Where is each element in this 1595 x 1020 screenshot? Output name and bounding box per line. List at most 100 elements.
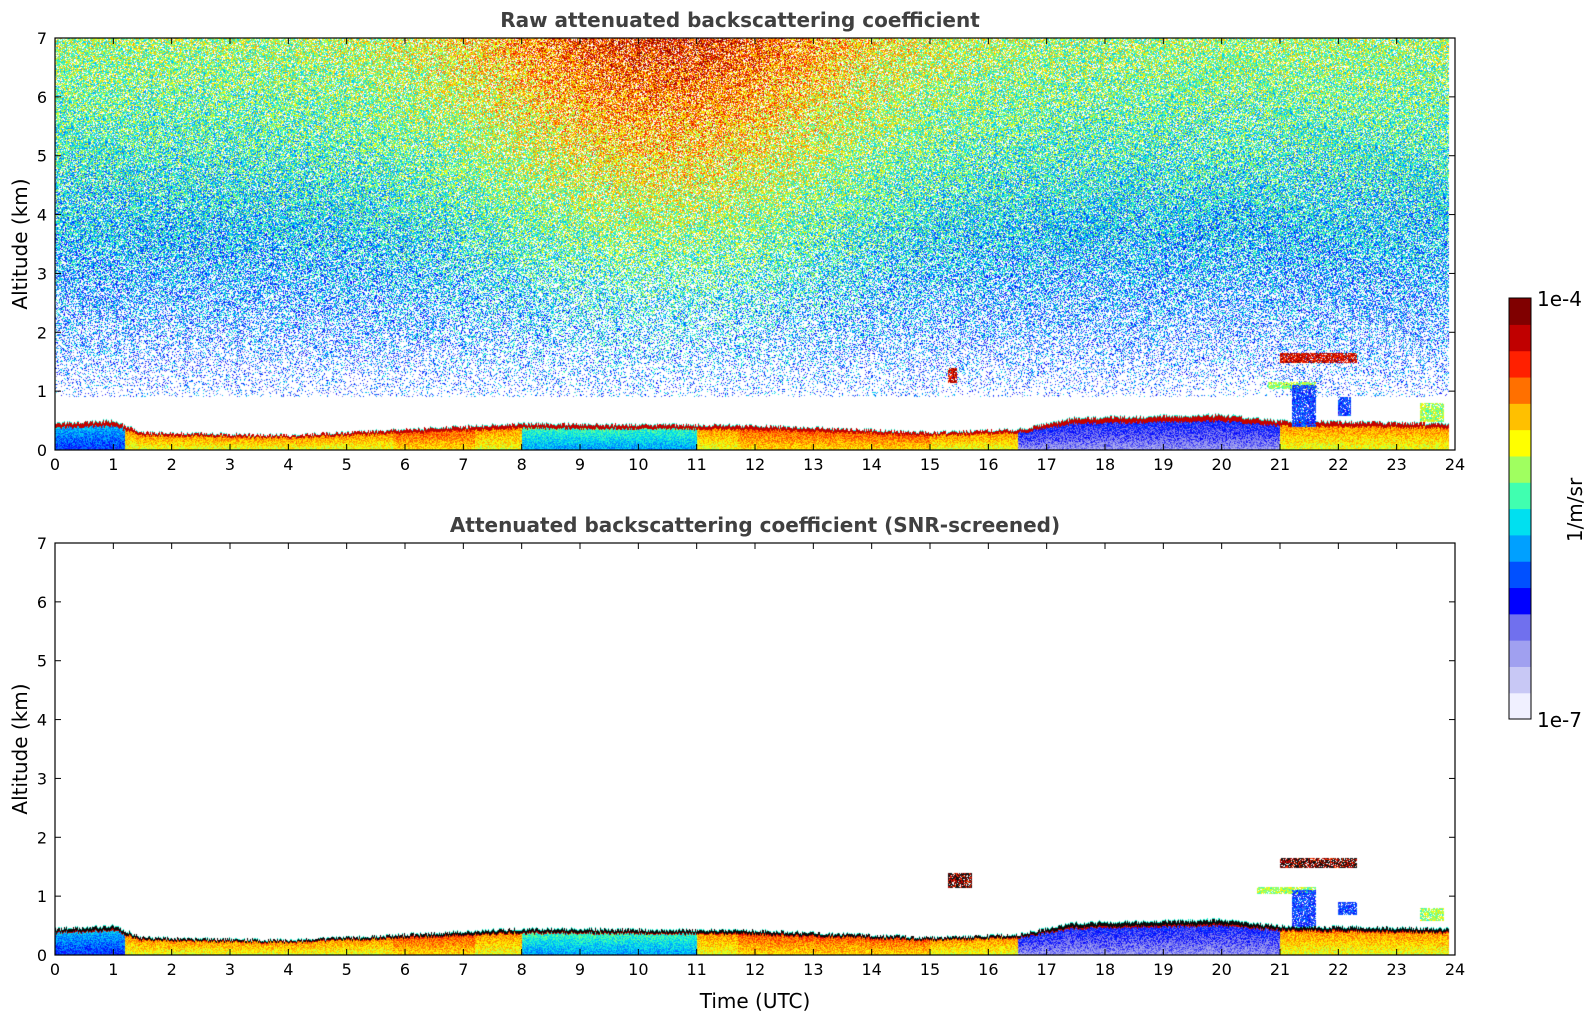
colorbar-swatch <box>1509 613 1531 641</box>
raw-x-tick-label: 13 <box>803 455 823 474</box>
screened-y-tick-label: 4 <box>37 711 47 730</box>
colorbar: 1e-4 1e-7 1/m/sr <box>1508 287 1587 732</box>
screened-x-tick-label: 15 <box>920 960 940 979</box>
screened-x-tick-label: 22 <box>1328 960 1348 979</box>
raw-x-tick-label: 16 <box>978 455 998 474</box>
screened-x-axis: 0 1 2 3 4 5 6 7 8 9 10 11 12 13 14 15 16 17 18 19 20 21 22 23 24 <box>50 543 1465 979</box>
screened-x-tick-label: 12 <box>745 960 765 979</box>
colorbar-frame <box>1508 297 1532 720</box>
screened-panel-title: Attenuated backscattering coefficient (S… <box>450 513 1060 537</box>
screened-x-tick-label: 6 <box>400 960 410 979</box>
raw-x-tick-label: 23 <box>1386 455 1406 474</box>
screened-plot-area <box>54 542 1456 956</box>
screened-x-tick-label: 20 <box>1211 960 1231 979</box>
raw-x-tick-label: 18 <box>1095 455 1115 474</box>
screened-y-tick-label: 1 <box>37 887 47 906</box>
raw-y-tick-label: 1 <box>37 382 47 401</box>
screened-y-tick-label: 3 <box>37 769 47 788</box>
colorbar-swatch <box>1509 350 1531 378</box>
screened-x-tick-label: 3 <box>225 960 235 979</box>
screened-x-tick-label: 4 <box>283 960 293 979</box>
colorbar-swatch <box>1509 455 1531 483</box>
screened-x-tick-label: 7 <box>458 960 468 979</box>
colorbar-swatch <box>1509 587 1531 615</box>
raw-x-tick-label: 6 <box>400 455 410 474</box>
colorbar-swatches <box>1509 298 1531 720</box>
raw-y-axis-label: Altitude (km) <box>8 178 32 309</box>
screened-x-tick-label: 17 <box>1036 960 1056 979</box>
screened-y-tick-label: 6 <box>37 593 47 612</box>
raw-x-tick-label: 5 <box>342 455 352 474</box>
colorbar-swatch <box>1509 640 1531 667</box>
screened-y-tick-label: 2 <box>37 828 47 847</box>
raw-heatmap <box>55 38 1455 450</box>
screened-x-tick-label: 23 <box>1386 960 1406 979</box>
screened-x-tick-label: 13 <box>803 960 823 979</box>
colorbar-swatch <box>1509 482 1531 510</box>
raw-panel: Raw attenuated backscattering coefficien… <box>8 8 1465 474</box>
screened-x-axis-label: Time (UTC) <box>699 989 811 1013</box>
colorbar-swatch <box>1509 692 1531 720</box>
raw-x-tick-label: 2 <box>167 455 177 474</box>
screened-x-tick-label: 18 <box>1095 960 1115 979</box>
screened-y-tick-label: 5 <box>37 652 47 671</box>
raw-x-tick-label: 24 <box>1445 455 1465 474</box>
colorbar-swatch <box>1509 561 1531 589</box>
screened-x-tick-label: 11 <box>686 960 706 979</box>
colorbar-swatch <box>1509 429 1531 457</box>
raw-y-tick-label: 0 <box>37 441 47 460</box>
raw-y-tick-label: 6 <box>37 88 47 107</box>
screened-x-tick-label: 19 <box>1153 960 1173 979</box>
raw-y-tick-label: 2 <box>37 323 47 342</box>
raw-x-tick-label: 3 <box>225 455 235 474</box>
colorbar-swatch <box>1509 324 1531 352</box>
raw-plot-area <box>54 37 1456 451</box>
raw-x-tick-label: 14 <box>861 455 881 474</box>
raw-y-tick-label: 5 <box>37 147 47 166</box>
colorbar-swatch <box>1509 666 1531 694</box>
screened-x-tick-label: 2 <box>167 960 177 979</box>
raw-x-tick-label: 22 <box>1328 455 1348 474</box>
raw-x-tick-label: 1 <box>108 455 118 474</box>
screened-x-tick-label: 5 <box>342 960 352 979</box>
screened-y-tick-label: 7 <box>37 534 47 553</box>
raw-y-tick-label: 3 <box>37 264 47 283</box>
raw-panel-title: Raw attenuated backscattering coefficien… <box>500 8 980 32</box>
raw-x-tick-label: 15 <box>920 455 940 474</box>
colorbar-swatch <box>1509 298 1531 325</box>
screened-x-tick-label: 14 <box>861 960 881 979</box>
colorbar-swatch <box>1509 534 1531 562</box>
raw-y-tick-label: 7 <box>37 29 47 48</box>
screened-x-tick-label: 24 <box>1445 960 1465 979</box>
screened-x-tick-label: 0 <box>50 960 60 979</box>
screened-x-tick-label: 21 <box>1270 960 1290 979</box>
raw-x-tick-label: 0 <box>50 455 60 474</box>
raw-x-tick-label: 7 <box>458 455 468 474</box>
screened-x-tick-label: 1 <box>108 960 118 979</box>
screened-x-tick-label: 8 <box>517 960 527 979</box>
raw-x-tick-label: 11 <box>686 455 706 474</box>
screened-panel: Attenuated backscattering coefficient (S… <box>8 513 1465 1013</box>
raw-y-axis: 0 1 2 3 4 5 6 7 <box>37 29 1455 460</box>
raw-x-tick-label: 21 <box>1270 455 1290 474</box>
colorbar-max-label: 1e-4 <box>1537 287 1582 311</box>
screened-x-tick-label: 9 <box>575 960 585 979</box>
screened-x-tick-label: 10 <box>628 960 648 979</box>
raw-x-tick-label: 4 <box>283 455 293 474</box>
screened-y-tick-label: 0 <box>37 946 47 965</box>
screened-x-tick-label: 16 <box>978 960 998 979</box>
raw-x-axis: 0 1 2 3 4 5 6 7 8 9 10 11 12 13 14 15 16 17 18 19 20 21 22 23 24 <box>50 38 1465 474</box>
colorbar-swatch <box>1509 508 1531 536</box>
colorbar-swatch <box>1509 376 1531 404</box>
colorbar-swatch <box>1509 403 1531 431</box>
colorbar-unit-label: 1/m/sr <box>1563 477 1587 542</box>
raw-x-tick-label: 20 <box>1211 455 1231 474</box>
raw-x-tick-label: 12 <box>745 455 765 474</box>
screened-y-axis-label: Altitude (km) <box>8 683 32 814</box>
raw-y-tick-label: 4 <box>37 206 47 225</box>
raw-x-tick-label: 8 <box>517 455 527 474</box>
raw-x-tick-label: 19 <box>1153 455 1173 474</box>
screened-y-axis: 0 1 2 3 4 5 6 7 <box>37 534 1455 965</box>
raw-x-tick-label: 10 <box>628 455 648 474</box>
